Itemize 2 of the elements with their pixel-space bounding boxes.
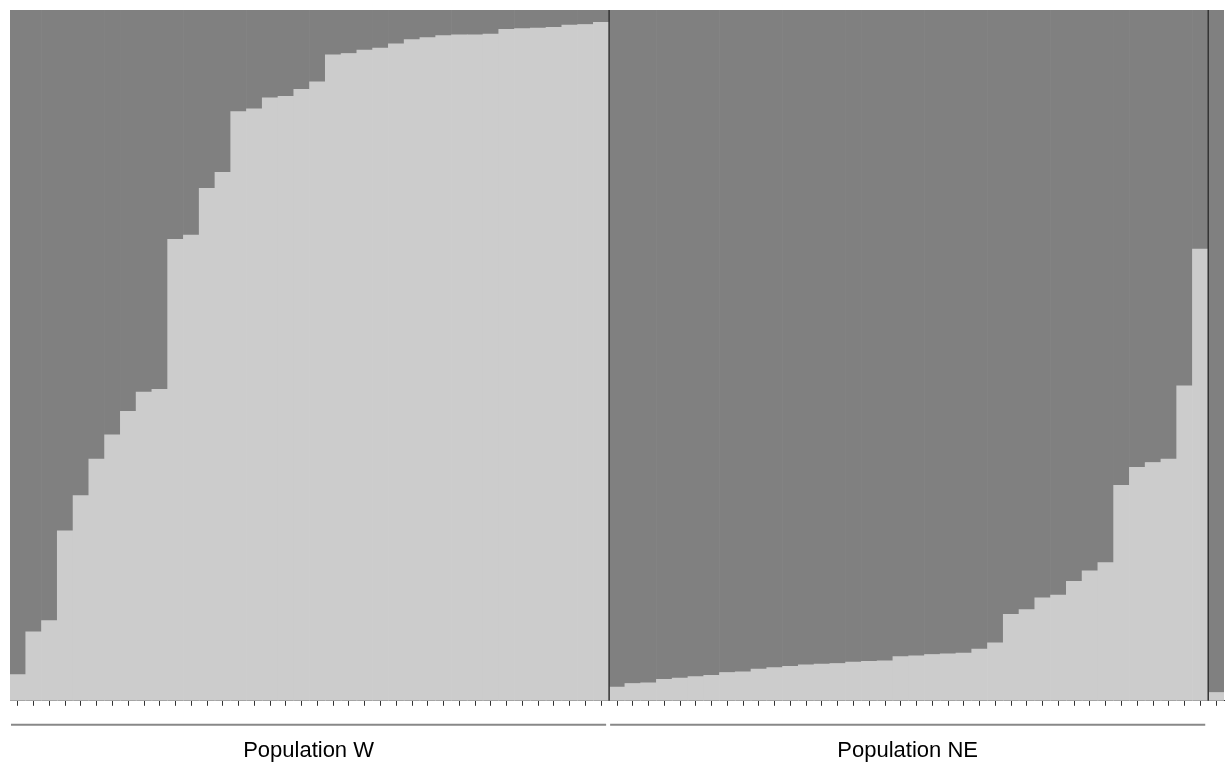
text: Population NE xyxy=(837,736,978,762)
text: Population W xyxy=(243,736,375,762)
